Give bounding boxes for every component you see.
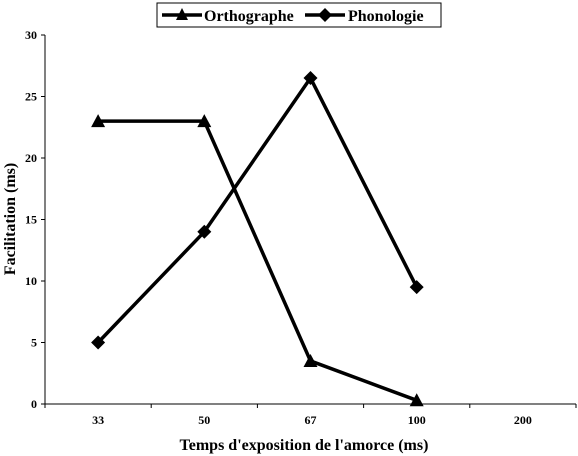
y-tick-label: 20 xyxy=(25,151,37,165)
x-ticks: 33 50 67 100 200 xyxy=(44,404,577,427)
x-tick-label: 33 xyxy=(92,413,104,427)
y-axis-title: Facilitation (ms) xyxy=(2,163,19,275)
data-point-phonologie xyxy=(197,224,212,239)
data-point-phonologie xyxy=(303,71,318,86)
data-point-orthographe xyxy=(197,114,212,128)
legend-label-orthographe: Orthographe xyxy=(204,8,294,25)
y-tick-label: 30 xyxy=(25,28,37,42)
y-tick-label: 10 xyxy=(25,274,37,288)
data-point-orthographe xyxy=(91,114,106,128)
legend: Orthographe Phonologie xyxy=(156,2,442,28)
data-point-orthographe xyxy=(303,353,318,367)
x-tick-label: 50 xyxy=(198,413,210,427)
x-tick-label: 100 xyxy=(408,413,426,427)
y-ticks: 0 5 10 15 20 25 30 xyxy=(25,28,45,411)
y-tick-label: 5 xyxy=(31,336,37,350)
data-point-phonologie xyxy=(409,280,424,295)
x-tick-label: 200 xyxy=(514,413,532,427)
legend-marker-orthographe xyxy=(176,8,188,20)
series-line-orthographe xyxy=(98,119,418,402)
x-tick-label: 67 xyxy=(305,413,317,427)
y-tick-label: 25 xyxy=(25,90,37,104)
legend-label-phonologie: Phonologie xyxy=(348,8,424,25)
legend-box xyxy=(156,2,442,28)
series-line-phonologie xyxy=(96,74,419,344)
y-tick-label: 15 xyxy=(25,213,37,227)
y-tick-label: 0 xyxy=(31,397,37,411)
x-axis-title: Temps d'exposition de l'amorce (ms) xyxy=(180,437,429,454)
series-layer xyxy=(91,71,424,407)
data-point-phonologie xyxy=(91,335,106,350)
data-point-orthographe xyxy=(409,393,424,407)
legend-marker-phonologie xyxy=(318,8,332,22)
